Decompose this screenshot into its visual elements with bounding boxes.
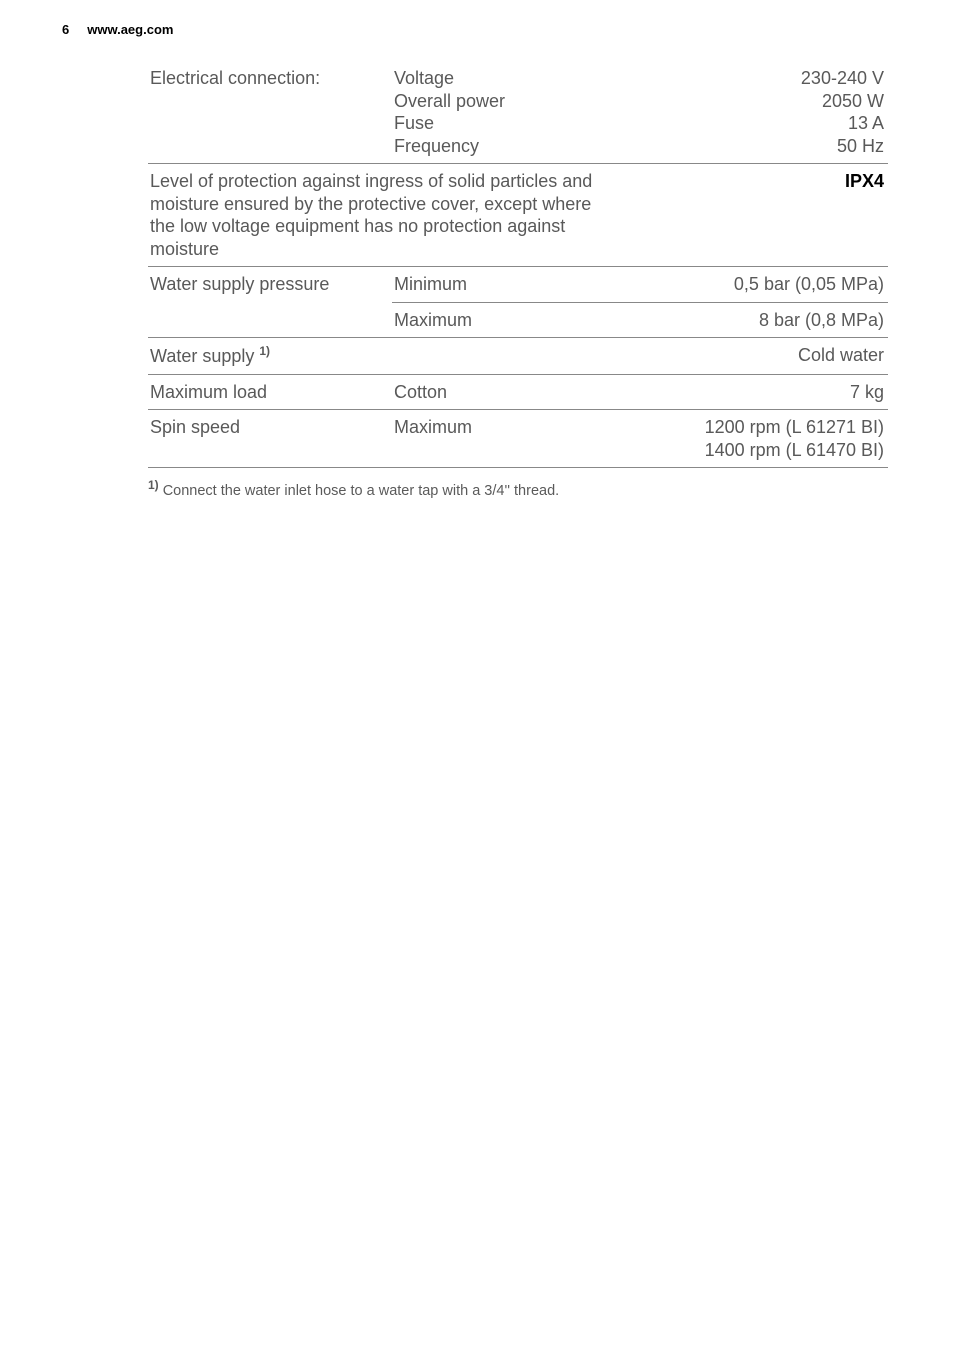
electrical-params: Voltage Overall power Fuse Frequency: [392, 61, 610, 164]
max-load-value: 7 kg: [610, 374, 888, 410]
max-load-label: Maximum load: [148, 374, 392, 410]
row-electrical: Electrical connection: Voltage Overall p…: [148, 61, 888, 164]
spin-speed-type: Maximum: [392, 410, 610, 468]
spec-table: Electrical connection: Voltage Overall p…: [148, 61, 888, 468]
row-spin-speed: Spin speed Maximum 1200 rpm (L 61271 BI)…: [148, 410, 888, 468]
electrical-values: 230-240 V 2050 W 13 A 50 Hz: [610, 61, 888, 164]
water-pressure-min-value: 0,5 bar (0,05 MPa): [610, 267, 888, 303]
footnote: 1) Connect the water inlet hose to a wat…: [148, 478, 888, 499]
row-protection: Level of protection against ingress of s…: [148, 164, 888, 267]
water-supply-label: Water supply 1): [148, 338, 392, 375]
footnote-sup: 1): [148, 478, 159, 492]
electrical-label: Electrical connection:: [148, 61, 392, 164]
water-supply-value: Cold water: [610, 338, 888, 375]
page-number: 6: [62, 22, 69, 37]
water-supply-empty: [392, 338, 610, 375]
water-pressure-max-value: 8 bar (0,8 MPa): [610, 302, 888, 338]
spec-table-wrap: Electrical connection: Voltage Overall p…: [148, 61, 888, 499]
row-water-supply: Water supply 1) Cold water: [148, 338, 888, 375]
row-water-pressure-min: Water supply pressure Minimum 0,5 bar (0…: [148, 267, 888, 303]
protection-value: IPX4: [610, 164, 888, 267]
page: 6 www.aeg.com Electrical connection: Vol…: [0, 0, 954, 1352]
site-url: www.aeg.com: [87, 22, 173, 37]
water-pressure-label: Water supply pressure: [148, 267, 392, 338]
protection-label: Level of protection against ingress of s…: [148, 164, 610, 267]
row-max-load: Maximum load Cotton 7 kg: [148, 374, 888, 410]
page-header: 6 www.aeg.com: [62, 22, 892, 37]
footnote-text: Connect the water inlet hose to a water …: [159, 483, 560, 499]
water-pressure-max-label: Maximum: [392, 302, 610, 338]
max-load-type: Cotton: [392, 374, 610, 410]
water-pressure-min-label: Minimum: [392, 267, 610, 303]
spin-speed-value: 1200 rpm (L 61271 BI) 1400 rpm (L 61470 …: [610, 410, 888, 468]
spin-speed-label: Spin speed: [148, 410, 392, 468]
